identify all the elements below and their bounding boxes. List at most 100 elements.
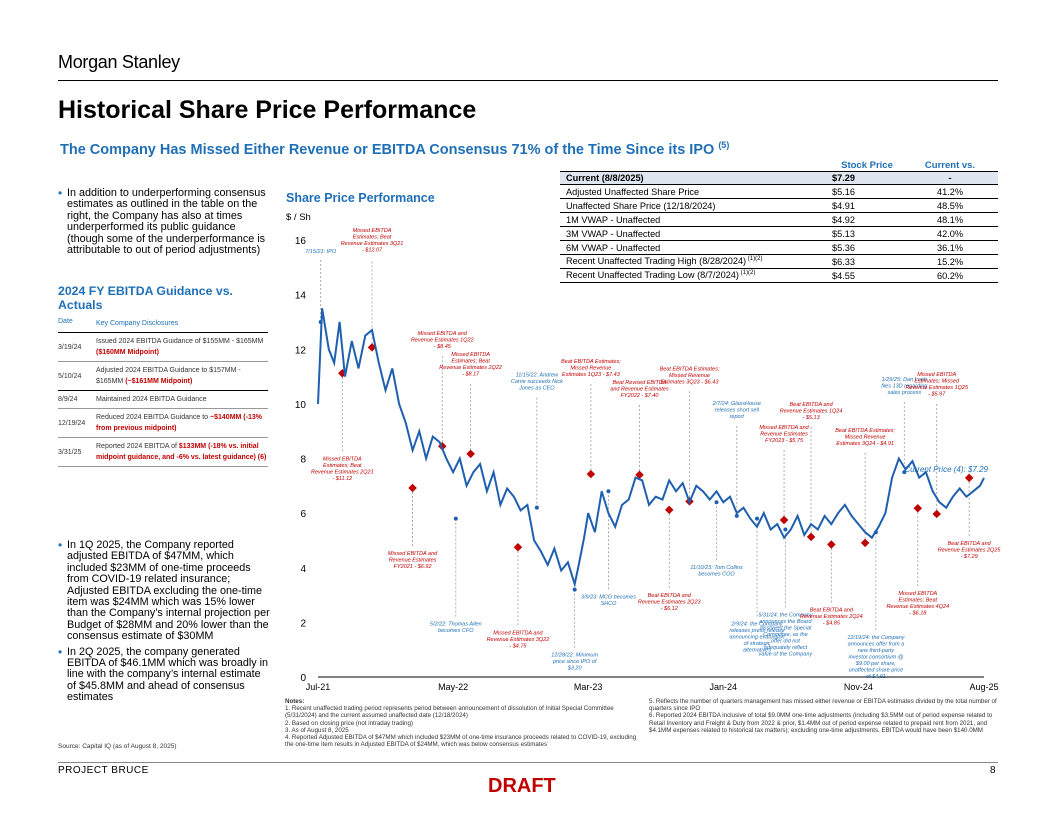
estimate-marker bbox=[513, 543, 523, 552]
current-price-label: Current Price (4): $7.29 bbox=[904, 465, 988, 474]
estimate-marker bbox=[635, 470, 644, 480]
guidance-date: 8/9/24 bbox=[58, 396, 78, 403]
chart-ylabel: $ / Sh bbox=[286, 212, 311, 223]
stats-price: $4.91 bbox=[832, 200, 855, 211]
stats-price: $7.29 bbox=[832, 173, 855, 183]
annotation-label: Beat EBITDA and Revenue Estimates 2Q23- $… bbox=[638, 593, 702, 612]
estimate-marker bbox=[779, 515, 789, 525]
note-item: 6. Reported 2024 EBITDA inclusive of tot… bbox=[649, 712, 993, 734]
annotation-label: Beat Revised EBITDA and Revenue Estimates… bbox=[610, 380, 669, 399]
guidance-date: 3/19/24 bbox=[58, 343, 82, 351]
guidance-row: 3/19/24 Issued 2024 EBITDA Guidance of $1… bbox=[58, 333, 268, 362]
estimate-marker bbox=[664, 505, 674, 515]
results-bullets: In 1Q 2025, the Company reported adjuste… bbox=[58, 539, 270, 704]
guidance-text: Issued 2024 EBITDA Guidance of $155MM - … bbox=[96, 338, 264, 356]
draft-stamp: DRAFT bbox=[488, 775, 556, 797]
guidance-date: 5/10/24 bbox=[58, 372, 82, 380]
annotation-label: 2/9/24: the Company releases press releas… bbox=[729, 622, 784, 654]
note-item: 5. Reflects the number of quarters manag… bbox=[649, 698, 997, 713]
share-price-chart: 0 2 4 6 8 10 12 14 16 Jul-21 May-22 Mar-23 Jan-24 Nov… bbox=[295, 228, 1002, 692]
stats-label: Adjusted Unaffected Share Price bbox=[566, 186, 700, 197]
guidance-date: 12/19/24 bbox=[58, 419, 86, 427]
guidance-title: 2024 FY EBITDA Guidance vs. Actuals bbox=[58, 284, 233, 312]
intro-bullet: In addition to underperforming consensus… bbox=[58, 187, 270, 256]
col-stock-price: Stock Price bbox=[841, 160, 893, 171]
annotation-label: 5/31/24: the Company announces the Board d… bbox=[758, 613, 813, 658]
annotation-label: 2/7/24: GlassHouse releases short sell rep… bbox=[712, 401, 761, 420]
estimate-marker bbox=[860, 538, 870, 548]
annotation-label: 11/10/23: Tom Collins becomes COO bbox=[690, 565, 743, 578]
guidance-text: Maintained 2024 EBITDA Guidance bbox=[96, 396, 207, 403]
guidance-header: Date Key Company Disclosures bbox=[58, 318, 268, 333]
event-marker bbox=[734, 513, 739, 518]
estimate-marker bbox=[408, 483, 417, 493]
stats-row: Recent Unaffected Trading Low (8/7/2024)… bbox=[560, 269, 998, 283]
source-note: Source: Capital IQ (as of August 8, 2025… bbox=[58, 743, 177, 750]
annotation-label: Missed EBITDA Estimates; Missed Revenue Es… bbox=[905, 372, 969, 398]
header-divider bbox=[58, 80, 998, 81]
x-tick-label: Jul-21 bbox=[306, 682, 331, 692]
event-marker bbox=[714, 500, 719, 505]
stats-label: Recent Unaffected Trading Low (8/7/2024)… bbox=[566, 270, 756, 281]
stats-price: $4.92 bbox=[832, 214, 855, 225]
event-marker bbox=[534, 505, 539, 510]
estimate-marker bbox=[827, 540, 836, 549]
stats-label: 6M VWAP - Unaffected bbox=[566, 242, 661, 253]
guidance-col-date: Date bbox=[58, 318, 73, 325]
guidance-table: Date Key Company Disclosures 3/19/24 Issu… bbox=[58, 318, 268, 467]
stats-vs: 60.2% bbox=[936, 270, 964, 281]
stats-vs: 48.5% bbox=[936, 200, 964, 211]
annotation-label: 3/9/23: MCG becomes SHCO bbox=[581, 594, 636, 607]
stats-vs: 42.0% bbox=[936, 228, 964, 239]
note-item: 4. Reported Adjusted EBITDA of $47MM whi… bbox=[285, 734, 637, 749]
stats-price: $6.33 bbox=[832, 256, 855, 267]
annotation-label: Missed EBITDA Estimates; Beat Revenue Esti… bbox=[886, 591, 949, 617]
estimate-marker bbox=[932, 509, 941, 519]
estimate-marker bbox=[586, 469, 596, 479]
annotation-label: Missed EBITDA Estimates; Beat Revenue Esti… bbox=[341, 228, 404, 254]
stats-price: $5.36 bbox=[832, 242, 855, 253]
y-tick-label: 4 bbox=[300, 564, 306, 575]
stats-label: 3M VWAP - Unaffected bbox=[566, 228, 661, 239]
y-tick-label: 8 bbox=[300, 455, 306, 466]
stats-label: Current (8/8/2025) bbox=[566, 173, 644, 183]
stats-row: Recent Unaffected Trading High (8/28/202… bbox=[560, 255, 998, 269]
note-item: 1. Recent unaffected trading period repr… bbox=[285, 705, 614, 720]
x-tick-label: Aug-25 bbox=[969, 682, 998, 692]
stats-vs: 41.2% bbox=[936, 186, 964, 197]
y-tick-label: 12 bbox=[295, 345, 307, 356]
y-tick-label: 6 bbox=[300, 509, 306, 520]
annotation-label: 12/19/24: the Company announces offer fro… bbox=[847, 635, 905, 680]
stats-vs: 48.1% bbox=[936, 214, 964, 225]
project-name: PROJECT BRUCE bbox=[58, 765, 149, 776]
annotation-label: Beat EBITDA and Revenue Estimates 2Q24- $… bbox=[800, 608, 863, 627]
stats-vs: 36.1% bbox=[936, 242, 964, 253]
page-number: 8 bbox=[990, 765, 996, 776]
annotation-label: Missed EBITDA Estimates; Beat Revenue Esti… bbox=[439, 352, 502, 378]
page-subtitle: The Company Has Missed Either Revenue or… bbox=[60, 140, 730, 158]
annotation-label: Missed EBITDA and Revenue Estimates FY2023… bbox=[759, 425, 809, 444]
annotation-label: 11/15/22: Andrew Carrie succeeds Nick Jone… bbox=[511, 373, 563, 392]
stats-label: 1M VWAP - Unaffected bbox=[566, 214, 661, 225]
estimate-marker bbox=[964, 473, 974, 483]
estimate-marker bbox=[466, 449, 475, 459]
x-tick-label: Nov-24 bbox=[844, 682, 873, 692]
col-current-vs: Current vs. bbox=[924, 160, 976, 171]
stats-row: Current (8/8/2025) $7.29 - bbox=[560, 171, 998, 185]
guidance-text: Reported 2024 EBITDA of $133MM (-18% vs.… bbox=[96, 443, 267, 461]
x-tick-label: Jan-24 bbox=[710, 682, 738, 692]
notes-left: Notes: 1. Recent unaffected trading peri… bbox=[285, 698, 645, 748]
y-tick-label: 16 bbox=[295, 236, 307, 247]
guidance-col-disclosures: Key Company Disclosures bbox=[96, 320, 179, 327]
stats-row: 1M VWAP - Unaffected $4.92 48.1% bbox=[560, 213, 998, 227]
event-marker bbox=[453, 516, 458, 521]
note-item: 2. Based on closing price (not intraday … bbox=[285, 719, 413, 727]
annotation-label: Missed EBITDA Estimates; Beat Revenue Esti… bbox=[311, 456, 374, 482]
event-marker bbox=[902, 470, 907, 475]
guidance-text: Adjusted 2024 EBITDA Guidance to $157MM … bbox=[96, 367, 241, 385]
x-tick-label: Mar-23 bbox=[574, 682, 603, 692]
stats-label: Recent Unaffected Trading High (8/28/202… bbox=[566, 256, 763, 267]
stats-table: Stock Price Current vs. Current (8/8/202… bbox=[560, 160, 998, 283]
y-tick-label: 10 bbox=[295, 400, 307, 411]
event-marker bbox=[572, 587, 577, 592]
